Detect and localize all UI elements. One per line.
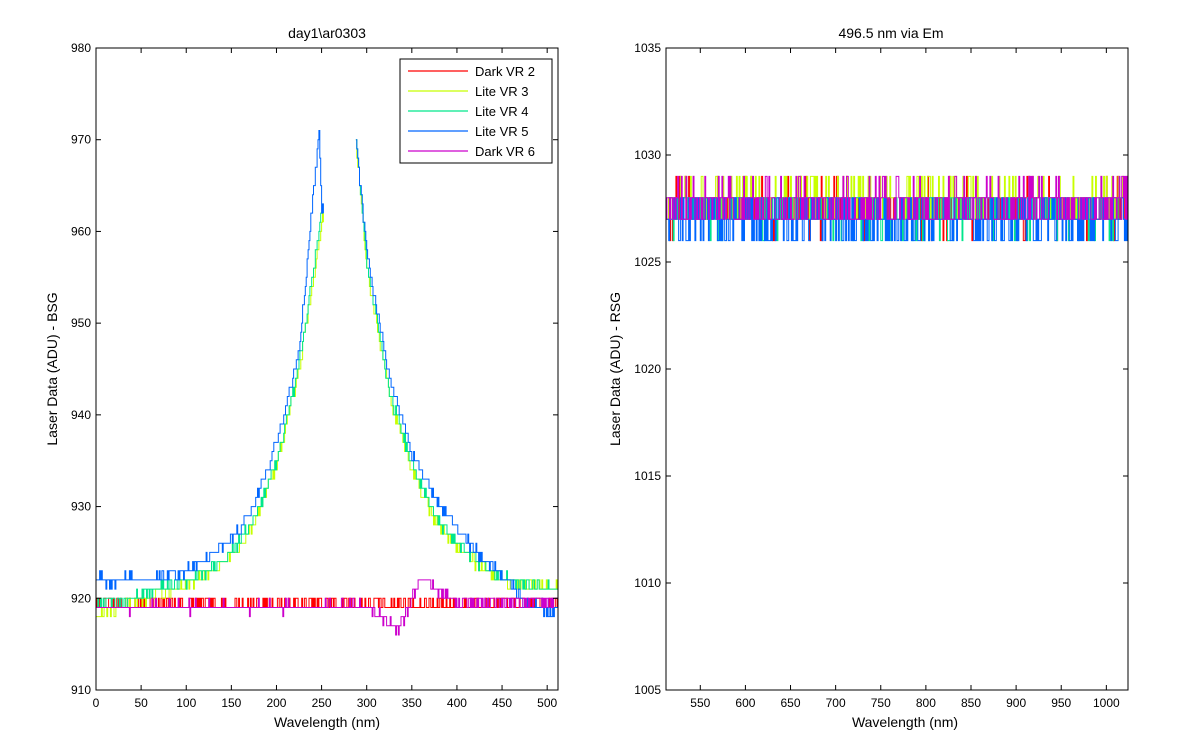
x-tick-label: 950	[1051, 696, 1071, 710]
y-tick-label: 1035	[634, 41, 661, 55]
x-tick-label: 500	[537, 696, 557, 710]
y-tick-label: 940	[71, 408, 91, 422]
chart-title: 496.5 nm via Em	[838, 25, 943, 41]
x-tick-label: 650	[781, 696, 801, 710]
plot-frame	[665, 47, 1129, 691]
y-tick-label: 930	[71, 500, 91, 514]
y-tick-label: 1025	[634, 255, 661, 269]
legend-label: Lite VR 4	[475, 104, 528, 119]
series-line	[96, 212, 324, 608]
legend: Dark VR 2 Lite VR 3 Lite VR 4 Lite VR 5 Dark…	[399, 58, 553, 164]
bsg-line-chart: day1\ar0303 0 50 100 150 200 250 300 350 400 450 5…	[44, 25, 559, 730]
x-axis-title: Wavelength (nm)	[852, 714, 958, 730]
legend-label: Dark VR 6	[475, 144, 535, 159]
rsg-line-chart: 496.5 nm via Em 550 600 650 700 750 800 850 900…	[607, 25, 1129, 730]
legend-label: Lite VR 3	[475, 84, 528, 99]
x-tick-label: 550	[690, 696, 710, 710]
y-tick-label: 980	[71, 41, 91, 55]
y-tick-label: 1010	[634, 576, 661, 590]
x-axis: 550 600 650 700 750 800 850 900 950 1000	[690, 48, 1120, 710]
x-tick-label: 350	[402, 696, 422, 710]
plot-frame	[95, 47, 559, 691]
x-tick-label: 50	[134, 696, 148, 710]
series-line	[96, 579, 559, 636]
series-group	[666, 175, 1129, 242]
x-tick-label: 150	[221, 696, 241, 710]
legend-label: Dark VR 2	[475, 64, 535, 79]
y-tick-label: 920	[71, 591, 91, 605]
y-tick-label: 960	[71, 224, 91, 238]
x-tick-label: 0	[93, 696, 100, 710]
x-tick-label: 400	[447, 696, 467, 710]
y-tick-label: 970	[71, 133, 91, 147]
series-line	[96, 130, 324, 590]
x-tick-label: 850	[961, 696, 981, 710]
y-tick-label: 1030	[634, 148, 661, 162]
x-axis-title: Wavelength (nm)	[274, 714, 380, 730]
y-axis: 1005 1010 1015 1020 1025 1030 1035	[634, 41, 1128, 697]
y-axis-title: Laser Data (ADU) - BSG	[44, 292, 60, 445]
y-tick-label: 1015	[634, 469, 661, 483]
series-line	[666, 175, 1129, 220]
x-tick-label: 750	[871, 696, 891, 710]
x-tick-label: 300	[357, 696, 377, 710]
series-line	[355, 139, 558, 590]
y-axis-title: Laser Data (ADU) - RSG	[607, 292, 623, 446]
y-tick-label: 910	[71, 683, 91, 697]
x-tick-label: 800	[916, 696, 936, 710]
x-tick-label: 250	[312, 696, 332, 710]
x-tick-label: 200	[266, 696, 286, 710]
x-tick-label: 1000	[1093, 696, 1120, 710]
x-tick-label: 100	[176, 696, 196, 710]
y-tick-label: 1020	[634, 362, 661, 376]
chart-title: day1\ar0303	[288, 25, 366, 41]
y-axis: 910 920 930 940 950 960 970 980	[71, 41, 558, 697]
y-tick-label: 950	[71, 316, 91, 330]
x-tick-label: 700	[826, 696, 846, 710]
x-tick-label: 600	[735, 696, 755, 710]
x-tick-label: 900	[1006, 696, 1026, 710]
x-tick-label: 450	[492, 696, 512, 710]
legend-label: Lite VR 5	[475, 124, 528, 139]
series-group	[96, 130, 559, 636]
x-axis: 0 50 100 150 200 250 300 350 400 450 500	[93, 48, 558, 710]
y-tick-label: 1005	[634, 683, 661, 697]
